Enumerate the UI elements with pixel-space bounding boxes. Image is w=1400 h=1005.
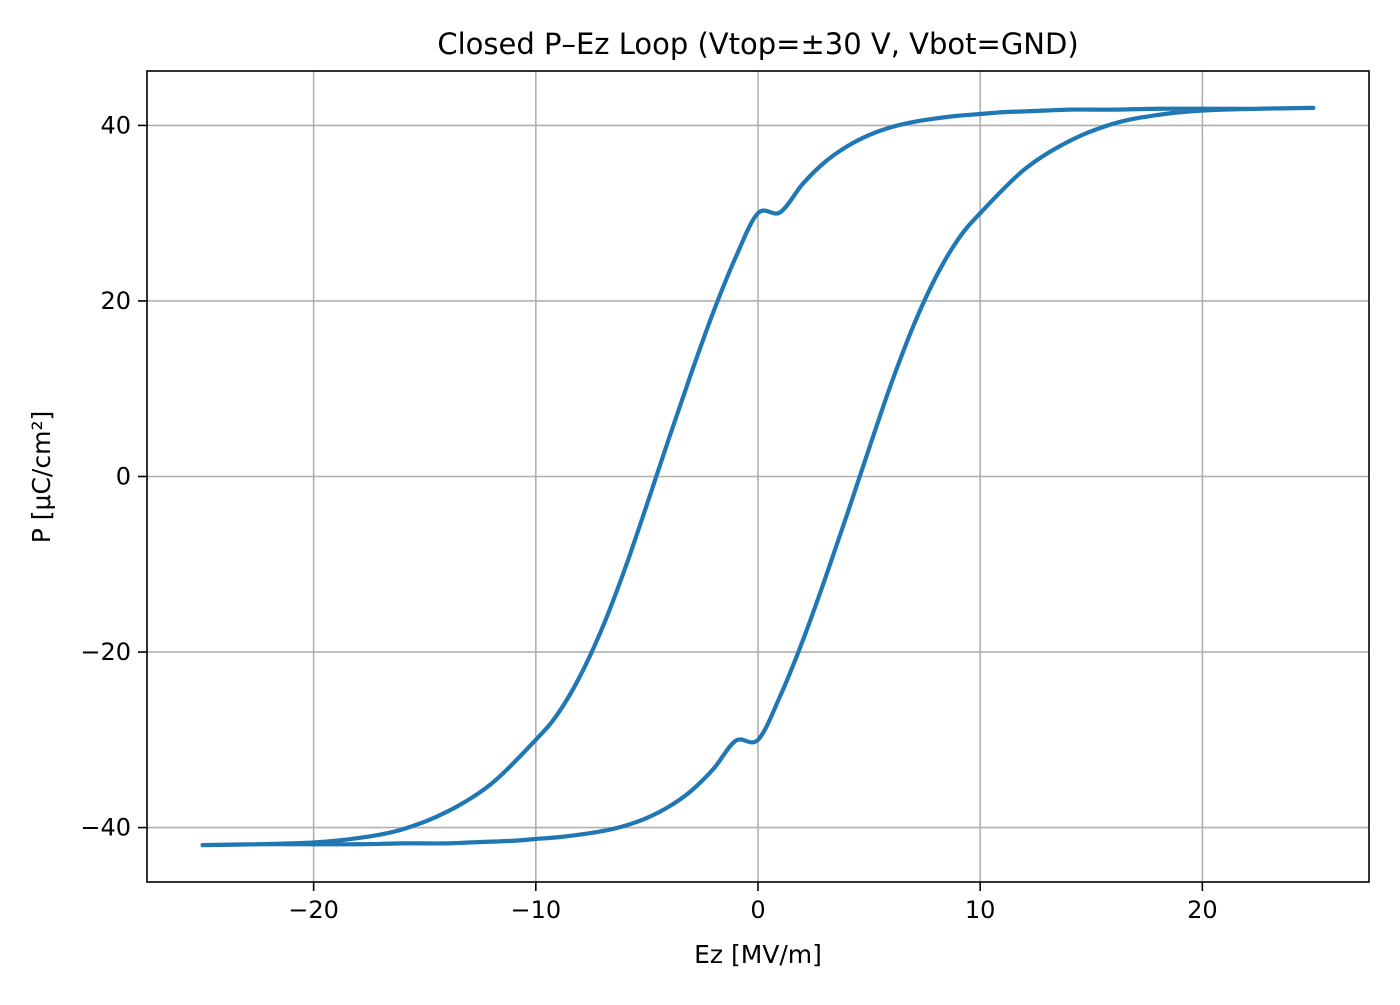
- hysteresis-loop-line: [200, 105, 1316, 848]
- y-axis-label: P [μC/cm²]: [27, 411, 56, 543]
- y-tick-label: −40: [80, 814, 131, 842]
- x-tick-label: 20: [1187, 896, 1218, 924]
- x-axis-label: Ez [MV/m]: [694, 940, 822, 969]
- x-tick-label: 0: [750, 896, 765, 924]
- series-layer: [200, 105, 1316, 848]
- grid-lines: [147, 71, 1369, 882]
- x-tick-label: −20: [288, 896, 339, 924]
- x-tick-label: 10: [965, 896, 996, 924]
- y-tick-label: 0: [116, 463, 131, 491]
- chart-title: Closed P–Ez Loop (Vtop=±30 V, Vbot=GND): [437, 27, 1078, 61]
- y-tick-label: −20: [80, 638, 131, 666]
- tick-marks: −20 −10 0 10 20 −40 −20 0 20 40: [80, 111, 1217, 924]
- y-tick-label: 40: [100, 111, 131, 139]
- x-tick-label: −10: [510, 896, 561, 924]
- y-tick-label: 20: [100, 287, 131, 315]
